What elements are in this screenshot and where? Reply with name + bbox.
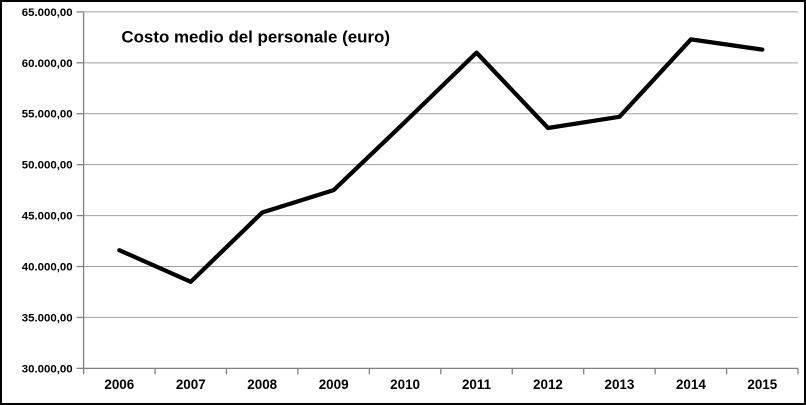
x-axis-tick-label: 2009 [319,377,349,392]
y-axis-tick-label: 30.000,00 [22,363,73,375]
y-axis-tick-label: 50.000,00 [22,160,73,172]
x-axis-tick-label: 2012 [533,377,563,392]
gridlines-group [83,11,799,318]
y-axis-tick-label: 55.000,00 [22,109,73,121]
axis-labels-group: 30.000,00 35.000,00 40.000,00 45.000,00 50.0… [22,7,778,392]
y-axis-tick-label: 65.000,00 [22,7,73,19]
x-axis-tick-label: 2015 [747,377,777,392]
x-axis-tick-label: 2011 [462,377,492,392]
chart-title: Costo medio del personale (euro) [121,28,390,47]
series-group [117,37,765,284]
x-axis-tick-label: 2014 [676,377,706,392]
y-axis-tick-label: 35.000,00 [22,312,73,324]
x-axis-tick-label: 2010 [390,377,420,392]
x-axis-tick-label: 2013 [605,377,635,392]
y-axis-tick-label: 45.000,00 [22,211,73,223]
y-axis-tick-label: 40.000,00 [22,261,73,273]
x-axis-tick-label: 2007 [176,377,206,392]
y-axis-tick-label: 60.000,00 [22,58,73,70]
x-axis-tick-label: 2008 [247,377,277,392]
axes-group [76,11,799,375]
data-line-costo-medio [117,37,765,284]
x-axis-tick-label: 2006 [104,377,134,392]
